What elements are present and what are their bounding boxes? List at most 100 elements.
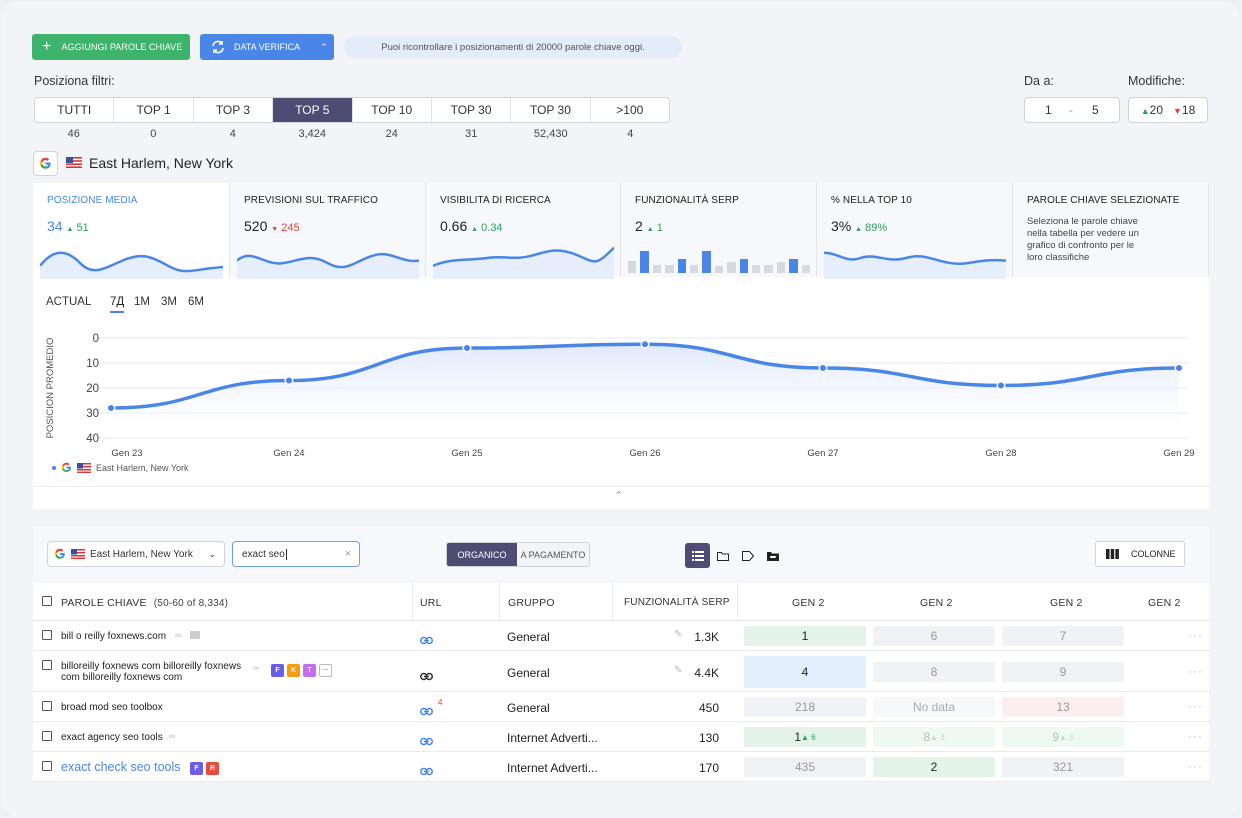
url-link-icon[interactable] xyxy=(420,632,433,650)
table-row[interactable]: exact check seo tools F R Internet Adverti.… xyxy=(33,752,1209,782)
edit-icon[interactable]: ✎ xyxy=(674,629,683,640)
metric-card[interactable]: POSIZIONE MEDIA 34 ▲ 51 xyxy=(33,183,230,279)
filter-tab[interactable]: TOP 5 xyxy=(273,98,353,122)
filter-tab[interactable]: TOP 3 xyxy=(194,98,274,122)
position-cell: 218 xyxy=(744,697,866,717)
metric-card[interactable]: VISIBILITA DI RICERCA 0.66 ▲ 0.34 xyxy=(426,183,621,279)
organic-tab[interactable]: ORGANICO xyxy=(447,543,517,566)
url-link-icon[interactable] xyxy=(420,668,433,686)
data-point[interactable] xyxy=(1174,363,1184,373)
position-cell: 7 xyxy=(1002,626,1124,646)
x-tick-label: Gen 25 xyxy=(451,448,482,459)
changes-box[interactable]: ▲20 ▼18 xyxy=(1128,97,1208,123)
metric-card[interactable]: FUNZIONALITÀ SERP 2 ▲ 1 xyxy=(621,183,817,277)
more-icon[interactable]: ··· xyxy=(319,664,332,678)
row-checkbox[interactable] xyxy=(42,731,52,741)
list-view-icon[interactable] xyxy=(685,543,710,568)
metric-card[interactable]: PREVISIONI SUL TRAFFICO 520 ▼ 245 xyxy=(230,183,426,279)
col-url[interactable]: URL xyxy=(420,597,442,609)
select-all-checkbox[interactable] xyxy=(42,596,52,606)
row-checkbox[interactable] xyxy=(42,630,52,640)
columns-icon xyxy=(1106,549,1119,559)
data-point[interactable] xyxy=(640,339,650,349)
keyword[interactable]: billoreilly foxnews com billoreilly foxn… xyxy=(61,661,242,683)
table-row[interactable]: billoreilly foxnews com billoreilly foxn… xyxy=(33,651,1209,692)
period-tab[interactable]: 1M xyxy=(134,296,150,308)
col-date-1[interactable]: GEN 2 xyxy=(792,597,825,609)
range-from[interactable]: 1 xyxy=(1045,103,1052,117)
filter-tab[interactable]: >100 xyxy=(616,103,644,117)
columns-button[interactable]: COLONNE xyxy=(1095,541,1185,567)
col-serp[interactable]: FUNZIONALITÀ SERP xyxy=(624,597,730,608)
metric-card-delta: ▲ 1 xyxy=(646,222,663,234)
more-icon[interactable]: ··· xyxy=(1188,759,1203,773)
url-link-icon[interactable] xyxy=(420,733,433,751)
tab-actual[interactable]: ACTUAL xyxy=(46,296,92,308)
filter-tab[interactable]: TUTTI xyxy=(35,98,115,122)
google-engine-button[interactable] xyxy=(33,151,58,176)
data-point[interactable] xyxy=(462,343,472,353)
col-date-4[interactable]: GEN 2 xyxy=(1148,597,1181,609)
position-cell: 8 xyxy=(873,661,995,682)
url-link-icon[interactable] xyxy=(420,763,433,781)
range-to[interactable]: 5 xyxy=(1092,103,1099,117)
more-icon[interactable]: ··· xyxy=(1188,729,1203,743)
x-tick-label: Gen 29 xyxy=(1163,448,1194,459)
search-input-value[interactable]: exact seo xyxy=(242,548,285,560)
serp-bar xyxy=(665,264,674,273)
table-row[interactable]: exact agency seo tools ∞ Internet Adverti.… xyxy=(33,722,1209,752)
table-toolbar xyxy=(33,527,1209,583)
more-icon[interactable]: ··· xyxy=(1188,663,1203,678)
more-icon[interactable]: ··· xyxy=(1188,699,1203,713)
row-checkbox[interactable] xyxy=(42,761,52,771)
period-tab[interactable]: 7Д xyxy=(110,296,125,313)
metric-card-value: 0.66 ▲ 0.34 xyxy=(440,218,503,234)
table-row[interactable]: bill o reilly foxnews.com ∞ General ✎ 1.3K 1 6… xyxy=(33,621,1209,651)
col-keywords[interactable]: PAROLE CHIAVE (50-60 of 8,334) xyxy=(61,597,229,609)
filter-count: 24 xyxy=(385,128,398,140)
serp-bar xyxy=(640,251,649,273)
period-tab[interactable]: 3M xyxy=(161,296,177,308)
keyword[interactable]: broad mod seo toolbox xyxy=(61,702,163,713)
tag-icon[interactable] xyxy=(735,543,760,568)
search-input[interactable]: exact seo × xyxy=(232,541,360,567)
location-select[interactable]: East Harlem, New York ⌄ xyxy=(47,541,225,567)
data-point[interactable] xyxy=(818,363,828,373)
columns-label: COLONNE xyxy=(1131,549,1176,559)
keyword[interactable]: exact agency seo tools xyxy=(61,732,163,743)
row-checkbox[interactable] xyxy=(42,701,52,711)
col-date-3[interactable]: GEN 2 xyxy=(1050,597,1083,609)
collapse-chevron-icon[interactable]: ⌃ xyxy=(614,490,624,502)
url-link-icon[interactable] xyxy=(420,703,433,721)
more-icon[interactable]: ··· xyxy=(1188,628,1203,642)
data-point[interactable] xyxy=(106,403,116,413)
serp-badge: R xyxy=(206,762,219,776)
data-point[interactable] xyxy=(284,375,294,386)
folder-link-icon[interactable] xyxy=(760,543,785,568)
col-date-2[interactable]: GEN 2 xyxy=(920,597,953,609)
col-group[interactable]: GRUPPO xyxy=(508,597,555,609)
table-row[interactable]: broad mod seo toolbox 4 General 450 218 No da… xyxy=(33,692,1209,722)
clear-icon[interactable]: × xyxy=(344,548,351,560)
period-tab[interactable]: 6M xyxy=(188,296,204,308)
folder-icon[interactable] xyxy=(710,543,735,568)
edit-icon[interactable]: ✎ xyxy=(674,664,683,676)
metric-card[interactable]: PAROLE CHIAVE SELEZIONATE Seleziona le pa… xyxy=(1013,183,1209,277)
comment-icon[interactable] xyxy=(190,631,200,639)
row-checkbox[interactable] xyxy=(42,660,52,670)
paid-tab[interactable]: A PAGAMENTO xyxy=(517,543,589,566)
metric-card-delta: ▲ 51 xyxy=(66,222,89,234)
keyword[interactable]: exact check seo tools xyxy=(61,760,181,774)
filter-tab[interactable]: TOP 1 xyxy=(114,98,194,122)
verify-date-button[interactable]: DATA VERIFICA ⌃ xyxy=(200,34,334,60)
filter-tab[interactable]: TOP 30 xyxy=(432,98,512,122)
data-point[interactable] xyxy=(996,380,1006,391)
filter-tab[interactable]: TOP 10 xyxy=(353,98,432,122)
add-keywords-button[interactable]: + AGGIUNGI PAROLE CHIAVE xyxy=(32,34,190,60)
filter-tab[interactable]: TOP 30 xyxy=(511,98,591,122)
keyword[interactable]: bill o reilly foxnews.com xyxy=(61,631,167,642)
metric-card[interactable]: % NELLA TOP 10 3% ▲ 89% xyxy=(817,183,1013,279)
us-flag-icon xyxy=(71,549,85,559)
range-input[interactable]: 1 - 5 xyxy=(1024,97,1120,123)
